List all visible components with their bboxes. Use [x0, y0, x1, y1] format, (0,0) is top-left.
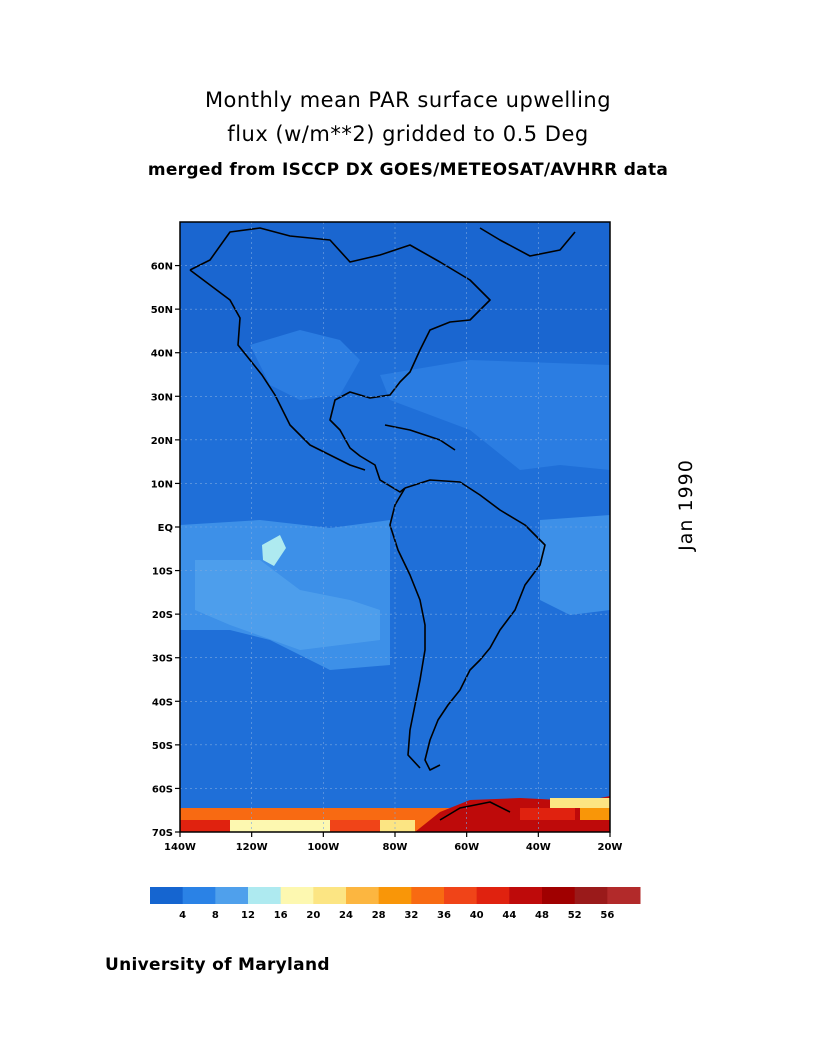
colorbar-swatch — [215, 887, 249, 904]
lon-tick-label: 60W — [454, 842, 479, 853]
map-title-line-2: flux (w/m**2) gridded to 0.5 Deg — [227, 122, 589, 146]
lat-tick-label: 40N — [151, 349, 173, 360]
lat-tick-label: 60S — [152, 784, 173, 795]
colorbar-label: 44 — [502, 910, 516, 921]
colorbar-swatch — [313, 887, 347, 904]
colorbar-label: 56 — [600, 910, 614, 921]
colorbar-swatch — [346, 887, 380, 904]
colorbar-label: 20 — [306, 910, 320, 921]
map-subtitle: merged from ISCCP DX GOES/METEOSAT/AVHRR… — [147, 160, 669, 180]
lon-tick-label: 140W — [164, 842, 196, 853]
lat-tick-label: 40S — [152, 697, 173, 708]
colorbar-swatch — [574, 887, 608, 904]
lat-tick-label: 70S — [152, 828, 173, 839]
lat-tick-label: 30N — [151, 392, 173, 403]
lon-tick-label: 120W — [236, 842, 268, 853]
colorbar-swatch — [182, 887, 216, 904]
map-gridlines — [180, 222, 610, 832]
colorbar-swatch — [378, 887, 412, 904]
colorbar-label: 52 — [568, 910, 582, 921]
caribbean-islands — [384, 424, 456, 451]
lat-tick-label: 30S — [152, 654, 173, 665]
antarctic-patch-6 — [520, 808, 575, 820]
colorbar-swatch — [444, 887, 478, 904]
north-america-coast — [189, 227, 491, 493]
colorbar-label: 24 — [339, 910, 353, 921]
greenland-coast — [479, 227, 576, 257]
antarctic-patch-1 — [180, 820, 230, 832]
lat-tick-label: 10N — [151, 479, 173, 490]
latitude-axis: 60N 50N 40N 30N 20N 10N EQ 10S 20S 30S 40S 50S 60S 70… — [151, 262, 180, 839]
lat-tick-label: 50N — [151, 305, 173, 316]
south-atlantic-band — [540, 515, 610, 615]
colorbar-swatch — [607, 887, 641, 904]
colorbar-swatch — [542, 887, 576, 904]
map-title-line-1: Monthly mean PAR surface upwelling — [204, 88, 612, 112]
colorbar: 4 8 12 16 20 24 28 32 36 40 44 48 52 56 — [150, 887, 641, 921]
coastlines — [189, 227, 576, 821]
colorbar-label: 4 — [179, 910, 186, 921]
lat-tick-label: 10S — [152, 567, 173, 578]
colorbar-label: 16 — [274, 910, 288, 921]
lon-tick-label: 40W — [526, 842, 551, 853]
colorbar-label: 36 — [437, 910, 451, 921]
pacific-cyan-patch — [262, 535, 286, 566]
colorbar-swatch — [476, 887, 510, 904]
colorbar-label: 8 — [212, 910, 219, 921]
antarctic-patch-2 — [230, 820, 330, 832]
colorbar-swatch — [509, 887, 543, 904]
lon-tick-label: 80W — [383, 842, 408, 853]
lat-tick-label: 60N — [151, 262, 173, 273]
antarctic-patch-3 — [330, 820, 380, 832]
colorbar-label: 40 — [470, 910, 484, 921]
colorbar-label: 12 — [241, 910, 255, 921]
colorbar-swatch — [280, 887, 314, 904]
na-interior-light — [250, 330, 360, 400]
colorbar-label: 48 — [535, 910, 549, 921]
north-atlantic-band — [380, 360, 610, 470]
antarctic-peninsula-coast — [439, 801, 511, 821]
lat-tick-label: 50S — [152, 741, 173, 752]
colorbar-swatch — [150, 887, 184, 904]
na-pacific-coast — [189, 269, 366, 471]
south-pacific-light — [195, 560, 380, 650]
colorbar-swatch — [411, 887, 445, 904]
lat-tick-label: EQ — [158, 523, 173, 534]
south-america-west-coast — [389, 487, 426, 769]
antarctic-patch-7 — [580, 808, 610, 820]
map-field — [180, 222, 610, 832]
colorbar-label: 32 — [404, 910, 418, 921]
credit-label: University of Maryland — [105, 955, 330, 975]
antarctic-patch-5 — [550, 798, 610, 808]
lat-tick-label: 20S — [152, 610, 173, 621]
colorbar-swatch — [248, 887, 282, 904]
south-america-east-coast — [404, 479, 546, 771]
longitude-axis: 140W 120W 100W 80W 60W 40W 20W — [164, 832, 622, 853]
lon-tick-label: 100W — [307, 842, 339, 853]
lon-tick-label: 20W — [598, 842, 623, 853]
date-label: Jan 1990 — [675, 459, 697, 551]
antarctic-patch-4 — [380, 820, 415, 832]
lat-tick-label: 20N — [151, 436, 173, 447]
colorbar-label: 28 — [372, 910, 386, 921]
